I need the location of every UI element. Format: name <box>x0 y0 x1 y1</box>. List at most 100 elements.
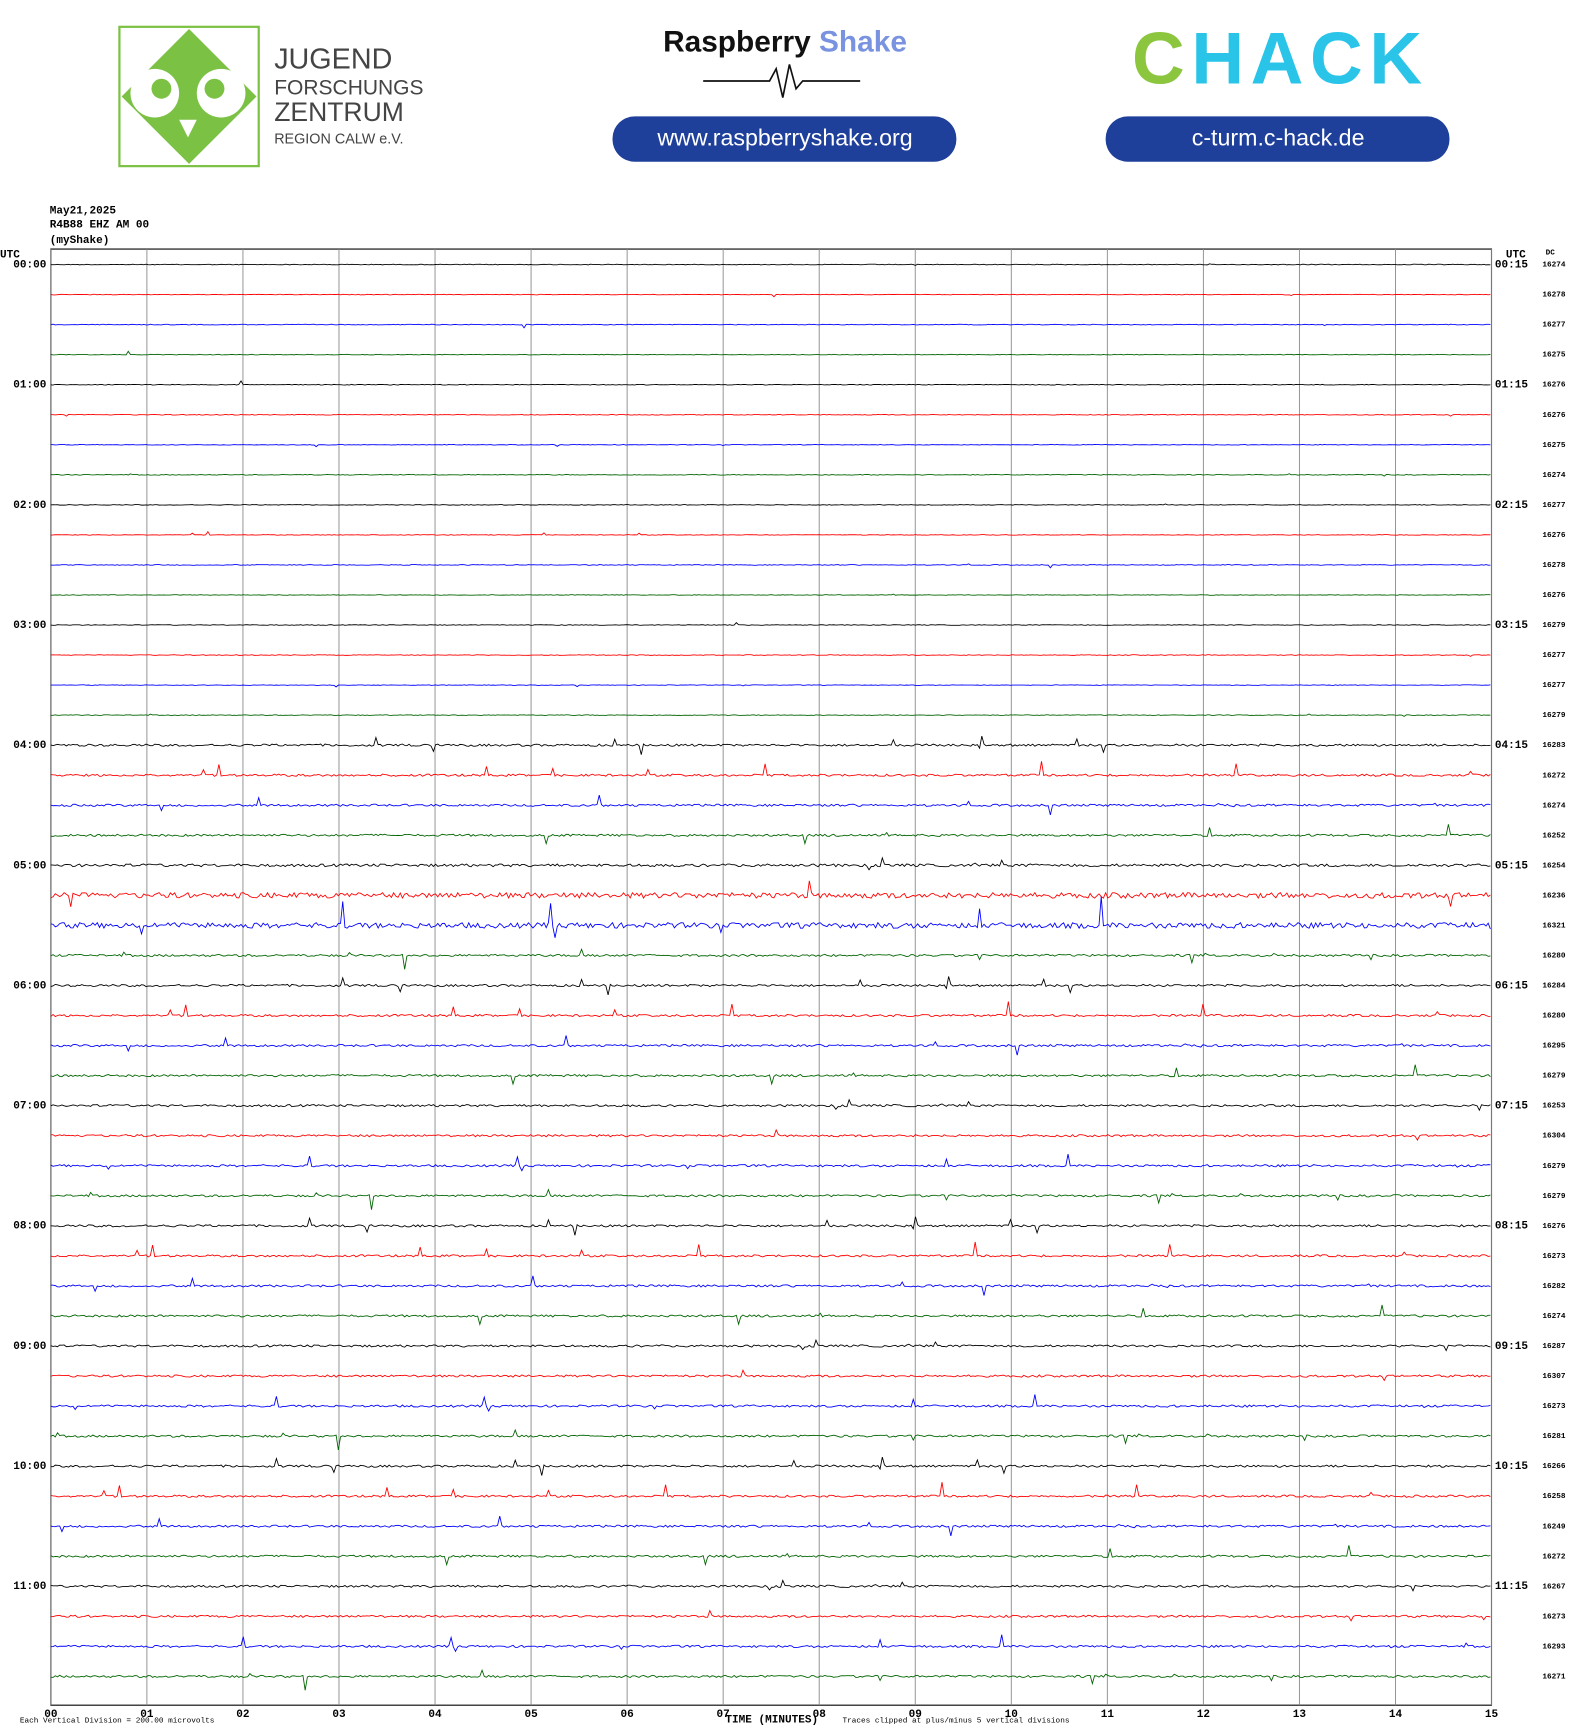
dc-value: 16278 <box>1542 562 1566 570</box>
row-label-right: 05:15 <box>1495 860 1529 872</box>
row-label-left: 00:00 <box>13 259 46 271</box>
dc-value: 16283 <box>1542 742 1566 750</box>
dc-value: 16284 <box>1542 983 1566 991</box>
utc-left: UTC <box>0 250 20 262</box>
trace <box>50 563 1491 569</box>
trace <box>50 1456 1491 1476</box>
trace <box>50 795 1491 816</box>
dc-value: 16277 <box>1542 502 1566 510</box>
dc-value: 16277 <box>1542 322 1566 330</box>
dc-value: 16272 <box>1542 772 1566 780</box>
x-tick-label: 10 <box>1005 1709 1018 1721</box>
trace <box>50 293 1491 298</box>
row-label-left: 01:00 <box>13 380 46 392</box>
dc-value: 16304 <box>1542 1133 1566 1141</box>
trace <box>50 1241 1491 1258</box>
dc-value: 16274 <box>1542 802 1566 810</box>
logo-text: REGION CALW e.V. <box>274 131 403 147</box>
row-label-right: 03:15 <box>1495 620 1529 632</box>
x-tick-label: 01 <box>140 1709 154 1721</box>
dc-value: 16236 <box>1542 892 1566 900</box>
trace <box>50 654 1491 657</box>
dc-value: 16273 <box>1542 1613 1566 1621</box>
x-tick-label: 05 <box>524 1709 538 1721</box>
dc-value: 16271 <box>1542 1673 1566 1681</box>
trace <box>50 350 1491 356</box>
trace <box>50 1579 1491 1592</box>
dc-label: DC <box>1546 249 1556 257</box>
trace <box>50 896 1491 938</box>
x-axis-label: TIME (MINUTES) <box>725 1714 818 1726</box>
trace <box>50 1188 1491 1210</box>
trace <box>50 1001 1491 1018</box>
trace <box>50 1668 1491 1691</box>
x-tick-label: 15 <box>1485 1709 1499 1721</box>
x-tick-label: 12 <box>1197 1709 1210 1721</box>
row-label-right: 00:15 <box>1495 259 1529 271</box>
x-tick-label: 07 <box>717 1709 730 1721</box>
trace <box>50 1154 1491 1172</box>
dc-value: 16277 <box>1542 652 1566 660</box>
dc-value: 16276 <box>1542 382 1566 390</box>
trace <box>50 976 1491 996</box>
trace <box>50 1064 1491 1086</box>
x-tick-label: 13 <box>1293 1709 1307 1721</box>
trace <box>50 473 1491 477</box>
chack-c: C <box>1132 19 1191 100</box>
dc-value: 16276 <box>1542 592 1566 600</box>
row-label-left: 06:00 <box>13 980 46 992</box>
dc-value: 16287 <box>1542 1343 1566 1351</box>
trace <box>50 880 1491 907</box>
row-label-right: 10:15 <box>1495 1461 1529 1473</box>
header: (myShake) <box>50 235 110 247</box>
trace <box>50 414 1491 417</box>
dc-value: 16276 <box>1542 412 1566 420</box>
dc-value: 16276 <box>1542 532 1566 540</box>
dc-value: 16321 <box>1542 922 1566 930</box>
trace <box>50 1634 1491 1653</box>
row-label-right: 08:15 <box>1495 1221 1529 1233</box>
trace <box>50 1275 1491 1296</box>
trace <box>50 1368 1491 1382</box>
row-label-right: 09:15 <box>1495 1341 1529 1353</box>
footer: Each Vertical Division = 200.00 microvol… <box>20 1718 215 1726</box>
trace <box>50 622 1491 626</box>
x-tick-label: 04 <box>428 1709 442 1721</box>
trace <box>50 684 1491 688</box>
row-label-left: 02:00 <box>13 500 46 512</box>
logo-text: JUGEND <box>274 44 392 76</box>
dc-value: 16279 <box>1542 1163 1566 1171</box>
dc-value: 16279 <box>1542 622 1566 630</box>
trace <box>50 1394 1491 1412</box>
trace <box>50 380 1491 386</box>
dc-value: 16275 <box>1542 352 1566 360</box>
row-label-right: 02:15 <box>1495 500 1529 512</box>
dc-value: 16275 <box>1542 442 1566 450</box>
row-label-left: 10:00 <box>13 1461 46 1473</box>
dc-value: 16280 <box>1542 953 1566 961</box>
chack-rest: HACK <box>1191 19 1428 100</box>
dc-value: 16274 <box>1542 262 1566 270</box>
dc-value: 16281 <box>1542 1433 1566 1441</box>
logo-diamond <box>121 29 257 164</box>
trace <box>50 1428 1491 1450</box>
dc-value: 16279 <box>1542 1193 1566 1201</box>
url: www.raspberryshake.org <box>656 125 912 151</box>
trace <box>50 856 1491 871</box>
x-tick-label: 14 <box>1389 1709 1403 1721</box>
rs-wave <box>703 64 861 98</box>
dc-value: 16252 <box>1542 832 1566 840</box>
trace <box>50 761 1491 777</box>
dc-value: 16282 <box>1542 1283 1566 1291</box>
trace <box>50 1304 1491 1327</box>
dc-value: 16279 <box>1542 1073 1566 1081</box>
dc-value: 16274 <box>1542 1313 1566 1321</box>
trace <box>50 713 1491 717</box>
dc-value: 16276 <box>1542 1223 1566 1231</box>
row-label-left: 03:00 <box>13 620 46 632</box>
dc-value: 16267 <box>1542 1583 1566 1591</box>
logo-text: FORSCHUNGS <box>274 76 423 99</box>
x-tick-label: 06 <box>620 1709 634 1721</box>
rs-name: Raspberry <box>663 25 811 58</box>
